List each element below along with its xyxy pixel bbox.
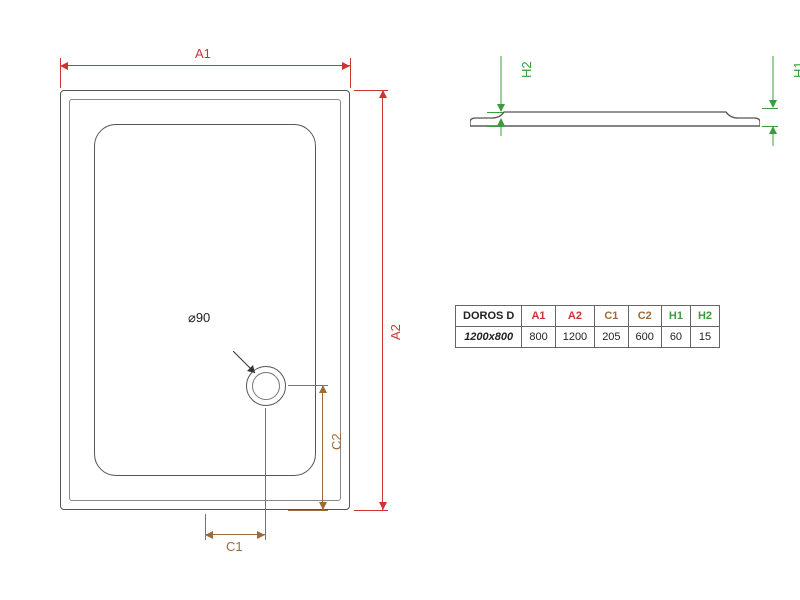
col-a1: A1: [522, 306, 555, 327]
c2-ext-bot: [288, 510, 328, 511]
drain-outer-circle: [246, 366, 286, 406]
tray-top-view: [60, 90, 350, 510]
cell-c2: 600: [628, 327, 661, 348]
c1-arrow: [205, 534, 265, 535]
a1-arrow: [60, 65, 350, 66]
c1-label: C1: [226, 539, 243, 554]
side-view-svg: [470, 108, 760, 130]
col-c1: C1: [595, 306, 628, 327]
cell-h2: 15: [690, 327, 719, 348]
h2-label: H2: [519, 61, 534, 78]
cell-h1: 60: [661, 327, 690, 348]
h2-arrow: [494, 56, 508, 136]
a2-arrow: [382, 90, 383, 510]
a2-label: A2: [388, 324, 403, 340]
spec-table: DOROS D A1 A2 C1 C2 H1 H2 1200x800 800 1…: [455, 305, 720, 348]
c2-label: C2: [329, 433, 344, 450]
table-row: 1200x800 800 1200 205 600 60 15: [456, 327, 720, 348]
col-product: DOROS D: [456, 306, 522, 327]
c1-ext-right: [265, 408, 266, 540]
a1-label: A1: [195, 46, 211, 61]
tray-side-view: [470, 108, 760, 130]
cell-c1: 205: [595, 327, 628, 348]
cell-model: 1200x800: [456, 327, 522, 348]
col-c2: C2: [628, 306, 661, 327]
cell-a1: 800: [522, 327, 555, 348]
table-header-row: DOROS D A1 A2 C1 C2 H1 H2: [456, 306, 720, 327]
a1-ext-right: [350, 58, 351, 88]
col-h2: H2: [690, 306, 719, 327]
col-a2: A2: [555, 306, 594, 327]
tray-basin: [94, 124, 316, 476]
h1-label: H1: [791, 61, 800, 78]
drain-diameter-label: ⌀90: [188, 310, 210, 326]
a2-ext-bot: [354, 510, 388, 511]
col-h1: H1: [661, 306, 690, 327]
h1-arrow: [766, 56, 780, 146]
c2-arrow: [322, 385, 323, 510]
cell-a2: 1200: [555, 327, 594, 348]
drain-inner-circle: [252, 372, 280, 400]
